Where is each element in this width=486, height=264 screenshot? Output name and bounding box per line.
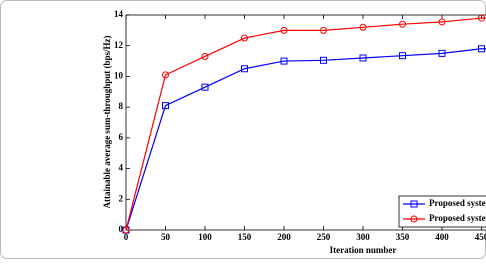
data-point	[359, 23, 367, 31]
x-tick-label: 450	[475, 232, 486, 242]
data-point	[359, 54, 367, 62]
y-tick-label: 10	[114, 70, 124, 80]
data-point	[399, 20, 406, 28]
data-point	[478, 45, 485, 53]
data-point	[241, 65, 248, 73]
data-point	[320, 26, 327, 34]
y-tick-label: 2	[119, 193, 124, 203]
x-tick-label: 50	[161, 232, 171, 242]
y-axis-label: Attainable average sum-throughput (bps/H…	[102, 35, 112, 208]
data-point	[478, 14, 485, 22]
data-point	[280, 26, 288, 34]
data-point	[438, 49, 446, 57]
y-tick-label: 6	[119, 132, 124, 142]
data-point	[280, 57, 288, 65]
data-point	[201, 83, 209, 91]
data-point	[162, 102, 169, 110]
legend-marker	[410, 215, 418, 223]
series-line	[125, 48, 486, 231]
x-tick-label: 150	[238, 232, 252, 242]
plot-area	[125, 14, 486, 231]
y-tick-label: 8	[119, 101, 124, 111]
data-point	[241, 34, 248, 42]
y-tick-label: 14	[114, 9, 124, 19]
legend-label: Proposed system = 3-sensor, IPS = 5	[429, 213, 486, 223]
data-point	[201, 52, 209, 60]
data-point	[122, 226, 130, 234]
data-point	[438, 18, 446, 26]
x-tick-label: 100	[198, 232, 212, 242]
data-point	[399, 52, 406, 60]
y-tick-label: 0	[119, 224, 124, 234]
y-tick-label: 4	[119, 163, 124, 173]
data-point	[320, 56, 327, 64]
data-point	[162, 71, 169, 79]
legend-marker	[410, 200, 418, 208]
legend-label: Proposed system = 2-sensor, IPS = 5	[429, 198, 486, 208]
x-tick-label: 300	[356, 232, 370, 242]
y-tick-label: 12	[114, 40, 124, 50]
x-tick-label: 350	[396, 232, 410, 242]
x-axis-label: Iteration number	[330, 245, 397, 255]
x-tick-label: 250	[317, 232, 331, 242]
x-tick-label: 400	[435, 232, 449, 242]
x-tick-label: 200	[277, 232, 291, 242]
x-tick-label: 0	[124, 232, 129, 242]
series-line	[125, 17, 486, 231]
